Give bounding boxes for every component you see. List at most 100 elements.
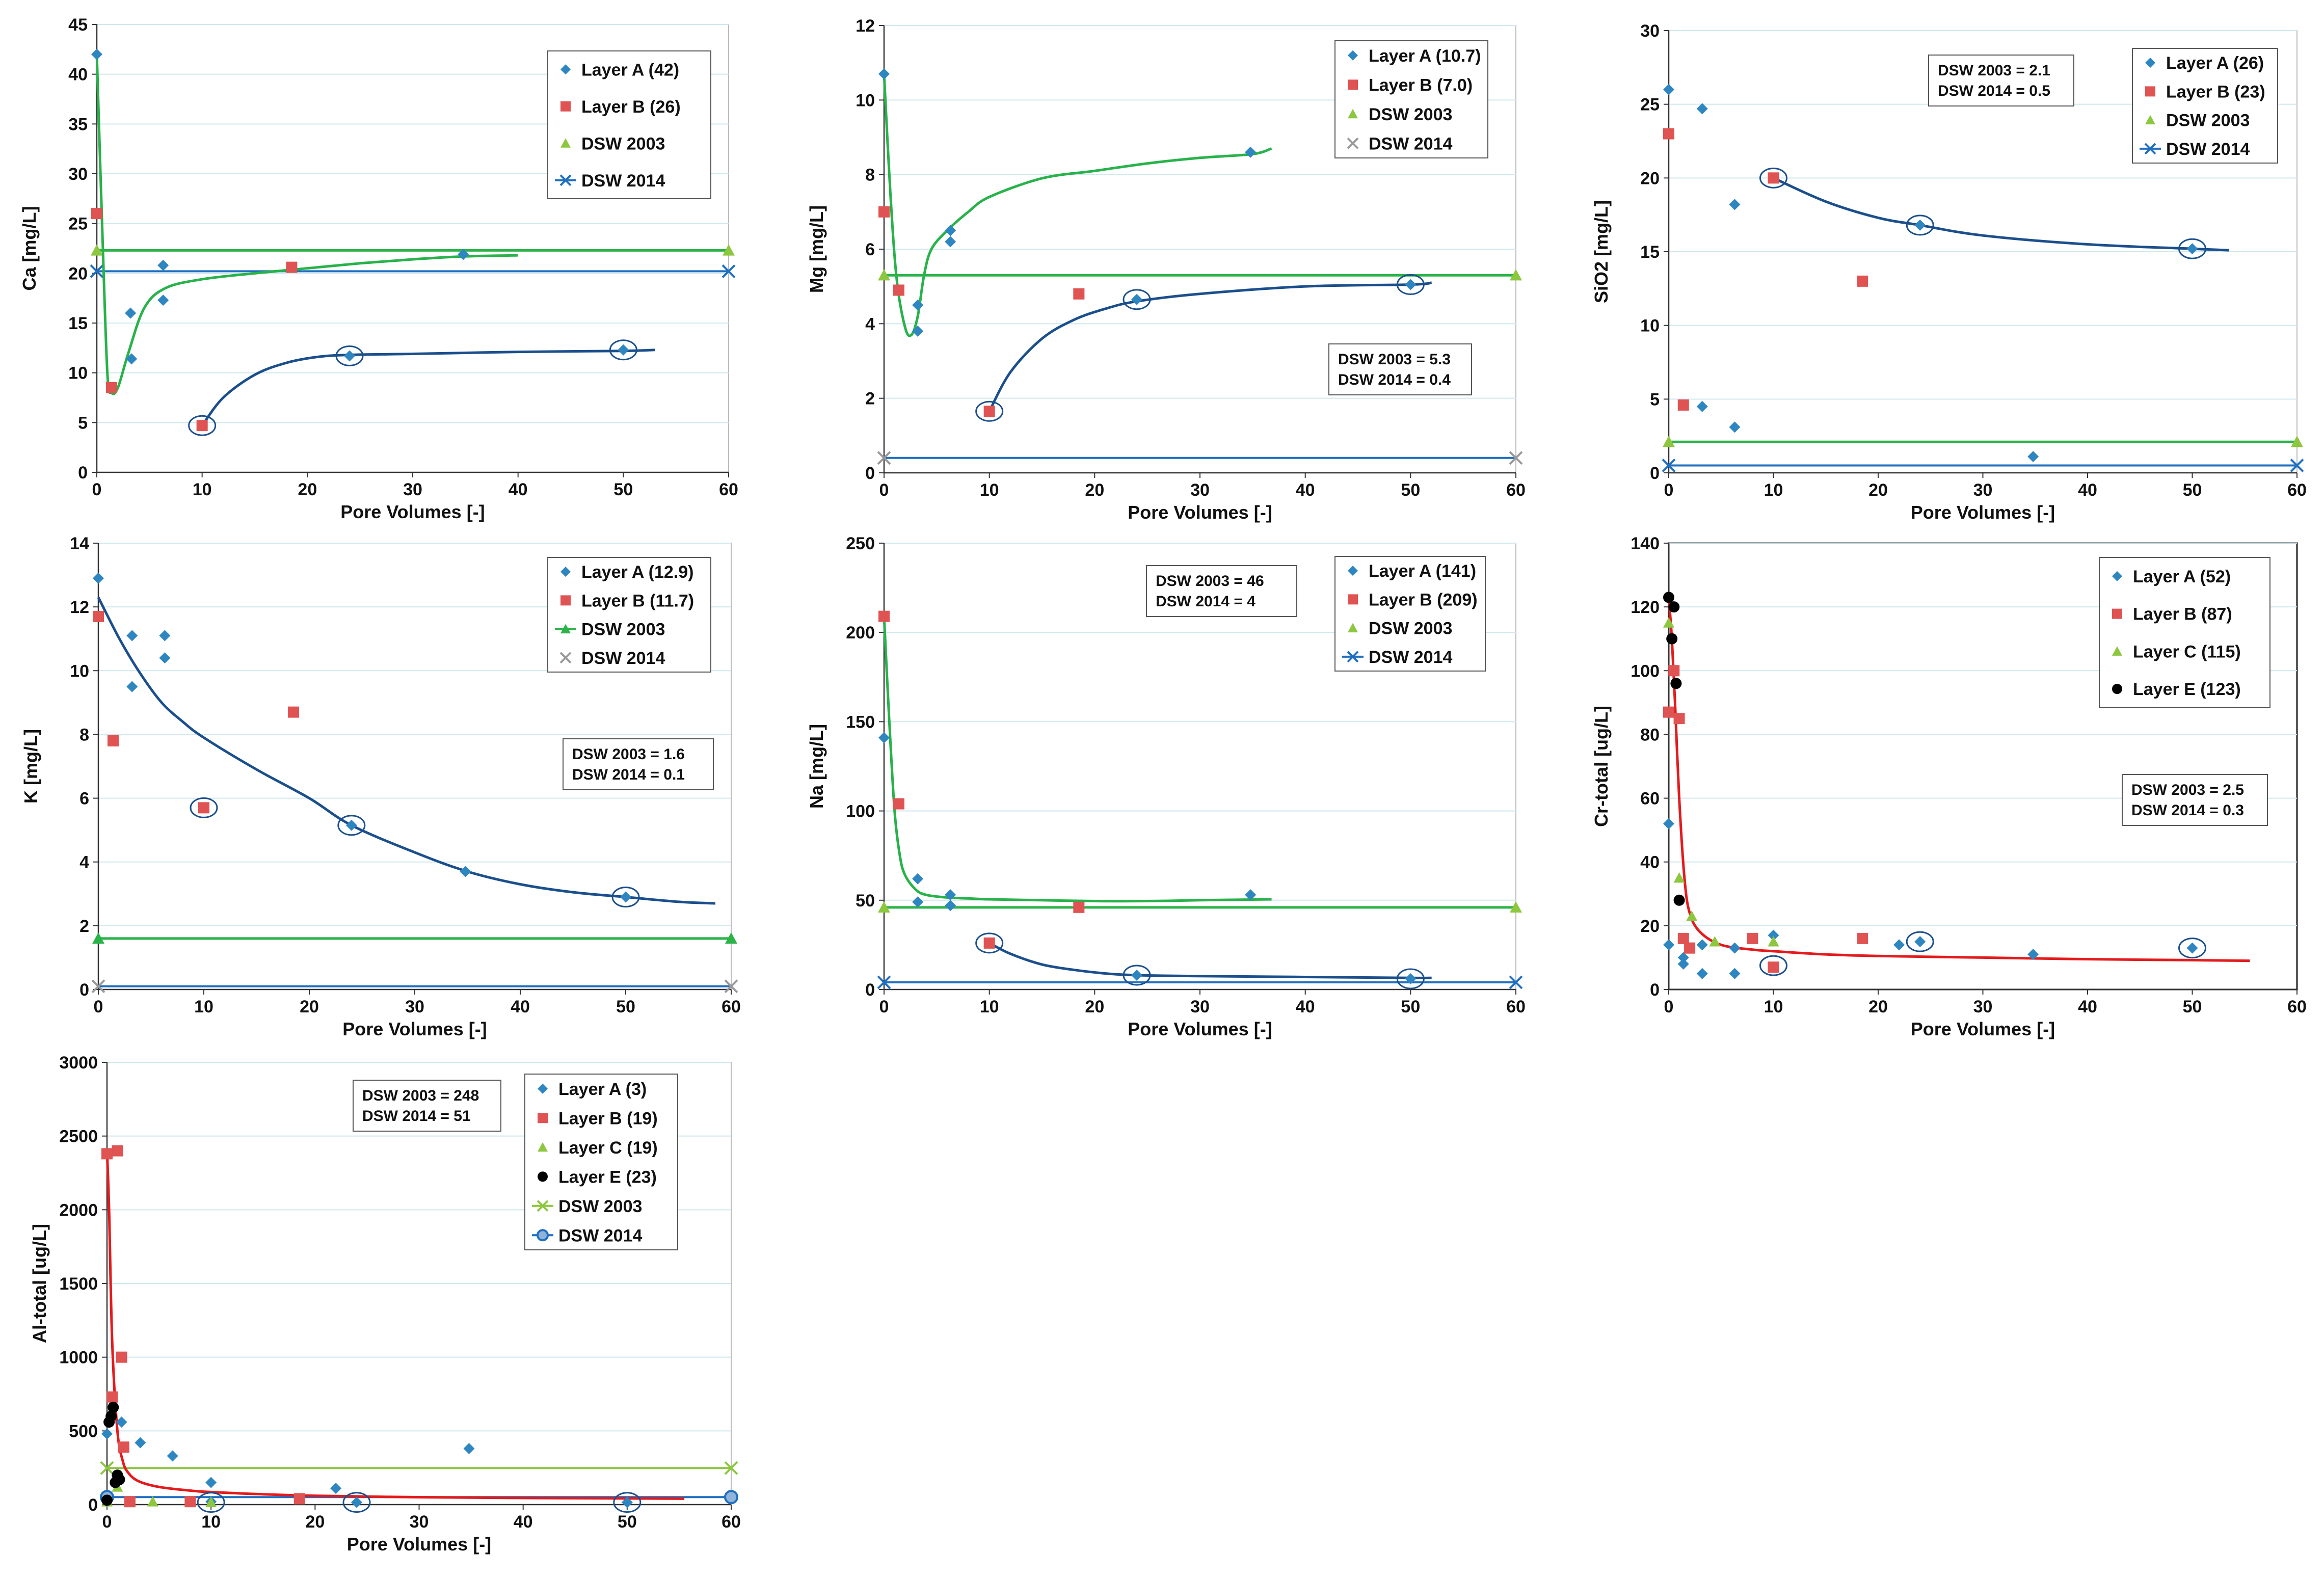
data-point-square — [107, 735, 119, 746]
y-axis-label: Ca [mg/L] — [19, 206, 40, 291]
legend-label: DSW 2003 — [2166, 111, 2250, 130]
data-point-diamond — [1696, 968, 1708, 979]
y-tick-label: 0 — [865, 464, 875, 483]
y-tick-label: 25 — [1640, 95, 1660, 115]
x-tick-label: 20 — [1868, 480, 1888, 500]
y-tick-label: 0 — [1650, 980, 1660, 1000]
legend-marker — [2145, 86, 2155, 97]
data-point-diamond — [878, 68, 890, 80]
fit-curve-1 — [989, 942, 1432, 979]
data-point-square — [112, 1145, 123, 1157]
x-tick-label: 30 — [1973, 997, 1993, 1016]
highlight-circle — [611, 887, 640, 908]
x-axis-label: Pore Volumes [-] — [340, 501, 485, 522]
legend-marker — [1347, 137, 1359, 149]
data-point-circle — [108, 1402, 119, 1413]
legend-marker — [559, 652, 572, 664]
data-point-square — [983, 406, 995, 417]
data-point-square — [1857, 932, 1868, 944]
data-point-diamond — [912, 873, 924, 885]
fit-curve-0 — [105, 1150, 685, 1500]
x-tick-label: 10 — [1764, 997, 1783, 1016]
data-point-diamond — [126, 630, 138, 641]
y-tick-label: 10 — [856, 91, 875, 110]
fit-curve-0 — [1773, 177, 2229, 252]
note-text: DSW 2014 = 51 — [362, 1108, 471, 1125]
highlight-circle — [188, 415, 217, 436]
y-tick-label: 0 — [88, 1495, 98, 1515]
legend-label: Layer C (115) — [2133, 642, 2241, 661]
data-point-triangle — [1663, 617, 1674, 628]
y-tick-label: 3000 — [59, 1053, 98, 1073]
x-tick-label: 10 — [194, 997, 213, 1016]
note-text: DSW 2003 = 2.5 — [2131, 782, 2244, 798]
data-point-square — [91, 208, 102, 220]
fit-curve-0 — [95, 54, 518, 395]
x-tick-label: 40 — [514, 1512, 533, 1532]
highlight-circle — [1396, 274, 1425, 296]
data-point-diamond — [1245, 146, 1257, 158]
data-point-square — [1663, 128, 1674, 140]
data-point-diamond — [2186, 243, 2198, 255]
legend-marker — [2112, 571, 2122, 581]
note-text: DSW 2003 = 46 — [1156, 573, 1264, 590]
reference-line-marker — [725, 932, 737, 944]
legend-label: DSW 2003 — [581, 134, 665, 153]
legend-label: Layer B (11.7) — [581, 591, 694, 610]
reference-line-marker — [1510, 269, 1522, 281]
highlight-circle — [2178, 938, 2206, 959]
data-point-diamond — [167, 1450, 178, 1462]
y-tick-label: 120 — [1631, 598, 1660, 617]
legend-marker — [2112, 684, 2122, 694]
legend-marker — [538, 1083, 548, 1094]
note-box — [2122, 774, 2268, 826]
y-tick-label: 6 — [865, 240, 875, 259]
reference-line-marker — [2291, 436, 2303, 447]
data-point-diamond — [1405, 279, 1417, 290]
data-point-square — [93, 610, 104, 622]
x-tick-label: 50 — [618, 1512, 637, 1532]
y-tick-label: 8 — [79, 725, 89, 744]
data-point-diamond — [1677, 958, 1689, 970]
y-tick-label: 15 — [68, 314, 88, 333]
y-tick-label: 2 — [865, 389, 875, 409]
chart-k: 0 2 4 6 8 10 12 14 0 10 20 30 40 50 60 Pore Volumes [-]… — [20, 534, 741, 1039]
highlight-circle — [609, 339, 637, 361]
legend-marker — [1347, 651, 1359, 663]
data-point-diamond — [126, 353, 138, 365]
highlight-circle — [1396, 968, 1425, 989]
data-point-diamond — [1914, 219, 1926, 231]
x-tick-label: 50 — [613, 480, 633, 499]
legend-label: Layer A (12.9) — [581, 563, 693, 582]
legend-label: Layer B (23) — [2166, 82, 2265, 101]
x-tick-label: 60 — [2287, 480, 2307, 500]
reference-line-marker — [1510, 901, 1522, 913]
data-point-diamond — [159, 630, 171, 641]
legend-box — [1334, 556, 1486, 672]
x-tick-label: 20 — [298, 480, 317, 499]
data-point-square — [1668, 665, 1680, 677]
highlight-circle — [197, 1492, 225, 1513]
x-tick-label: 60 — [2287, 997, 2307, 1016]
x-tick-label: 20 — [300, 997, 319, 1016]
x-tick-label: 50 — [2183, 997, 2202, 1016]
data-point-square — [983, 937, 995, 949]
reference-line-marker — [877, 975, 891, 989]
legend-label: DSW 2003 — [558, 1197, 642, 1216]
legend-label: Layer E (23) — [558, 1167, 657, 1187]
legend-marker — [1348, 566, 1358, 576]
reference-line-marker — [878, 901, 890, 913]
data-point-diamond — [1131, 293, 1142, 305]
legend-label: Layer B (19) — [558, 1109, 658, 1128]
x-tick-label: 50 — [1401, 480, 1420, 500]
data-point-diamond — [345, 819, 357, 831]
legend-label: DSW 2014 — [2166, 140, 2250, 159]
reference-line-marker — [724, 979, 738, 994]
note-text: DSW 2014 = 0.3 — [2131, 802, 2244, 819]
y-axis-label: Na [mg/L] — [806, 724, 827, 809]
y-tick-label: 100 — [846, 802, 875, 821]
data-point-diamond — [157, 295, 169, 306]
x-tick-label: 20 — [305, 1512, 325, 1532]
y-tick-label: 14 — [70, 534, 89, 553]
